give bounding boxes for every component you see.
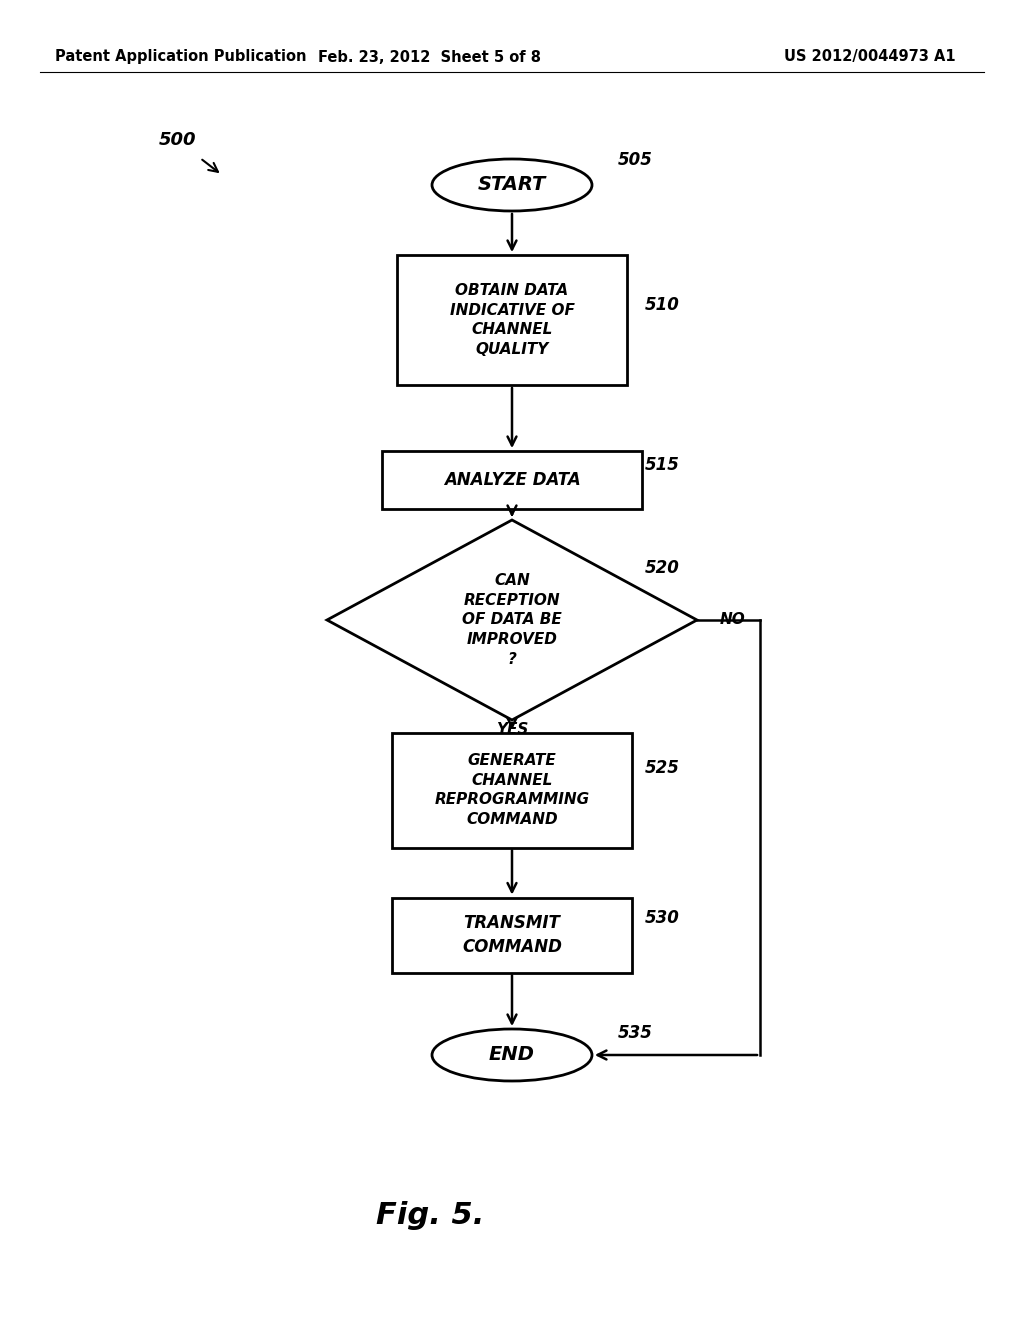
Bar [382, 451, 642, 510]
Text: 510: 510 [645, 296, 680, 314]
Text: 515: 515 [645, 455, 680, 474]
Bar [392, 898, 632, 973]
Ellipse shape [432, 1030, 592, 1081]
Text: START: START [478, 176, 546, 194]
Ellipse shape [432, 158, 592, 211]
Text: 530: 530 [645, 909, 680, 927]
Text: ANALYZE DATA: ANALYZE DATA [443, 471, 581, 488]
Text: CAN
RECEPTION
OF DATA BE
IMPROVED
?: CAN RECEPTION OF DATA BE IMPROVED ? [462, 573, 562, 667]
Text: 535: 535 [618, 1024, 653, 1041]
Text: YES: YES [496, 722, 528, 738]
Text: 520: 520 [645, 558, 680, 577]
Polygon shape [327, 520, 697, 719]
Bar [392, 733, 632, 847]
Text: Feb. 23, 2012  Sheet 5 of 8: Feb. 23, 2012 Sheet 5 of 8 [318, 49, 542, 65]
Text: TRANSMIT
COMMAND: TRANSMIT COMMAND [462, 915, 562, 956]
Text: OBTAIN DATA
INDICATIVE OF
CHANNEL
QUALITY: OBTAIN DATA INDICATIVE OF CHANNEL QUALIT… [450, 282, 574, 358]
Text: 505: 505 [618, 150, 653, 169]
Text: NO: NO [720, 612, 745, 627]
Bar [397, 255, 627, 385]
Text: Fig. 5.: Fig. 5. [376, 1200, 484, 1229]
Text: Patent Application Publication: Patent Application Publication [55, 49, 306, 65]
Text: 525: 525 [645, 759, 680, 777]
Text: END: END [489, 1045, 535, 1064]
Text: 500: 500 [160, 131, 197, 149]
Text: GENERATE
CHANNEL
REPROGRAMMING
COMMAND: GENERATE CHANNEL REPROGRAMMING COMMAND [434, 752, 590, 828]
Text: US 2012/0044973 A1: US 2012/0044973 A1 [784, 49, 955, 65]
